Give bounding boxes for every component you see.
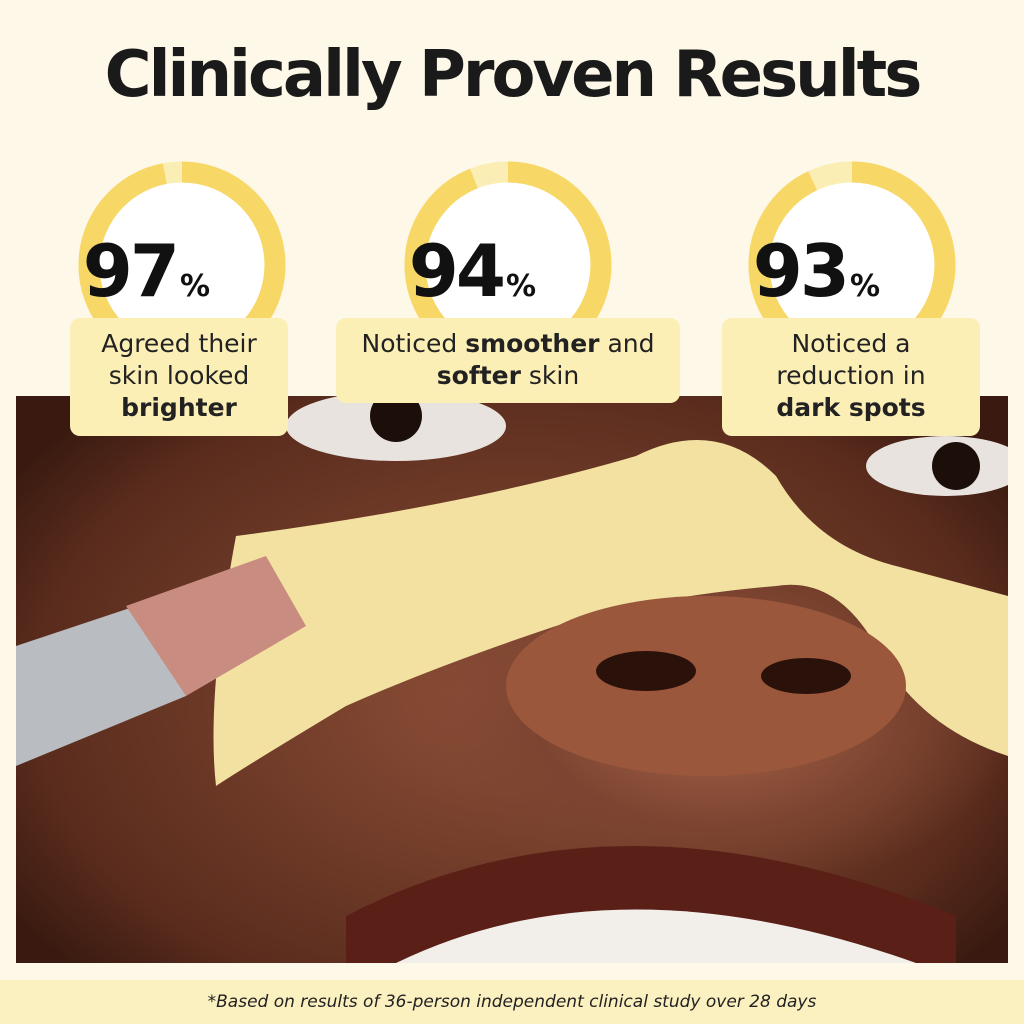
stat-unit: %: [506, 269, 536, 304]
stat-caption: Agreed their skin looked brighter: [70, 318, 288, 436]
caption-text: and: [599, 329, 655, 358]
ring-inner: [98, 181, 266, 349]
ring-inner: [768, 181, 936, 349]
caption-emphasis: dark spots: [776, 393, 926, 422]
caption-emphasis: brighter: [121, 393, 237, 422]
stat-value: 93: [753, 229, 847, 313]
caption-text: skin: [520, 361, 580, 390]
stat-caption: Noticed smoother and softer skin: [336, 318, 680, 403]
page-title: Clinically Proven Results: [104, 38, 923, 112]
ring-inner: [424, 181, 592, 349]
caption-emphasis: softer: [436, 361, 521, 390]
footnote: *Based on results of 36-person independe…: [0, 980, 1024, 1024]
product-photo: [16, 396, 1008, 963]
stat-unit: %: [850, 269, 880, 304]
caption-text: Noticed a reduction in: [776, 329, 926, 390]
brush-bristles: [126, 556, 306, 696]
caption-emphasis: smoother: [465, 329, 600, 358]
stat-value: 97: [83, 229, 177, 313]
teeth: [396, 909, 916, 963]
stat-caption: Noticed a reduction in dark spots: [722, 318, 980, 436]
stat-value: 94: [409, 229, 503, 313]
mask-swipe: [213, 440, 1008, 786]
caption-text: Agreed their skin looked: [101, 329, 257, 390]
brush-handle: [16, 596, 186, 766]
caption-text: Noticed: [361, 329, 466, 358]
stat-unit: %: [180, 269, 210, 304]
